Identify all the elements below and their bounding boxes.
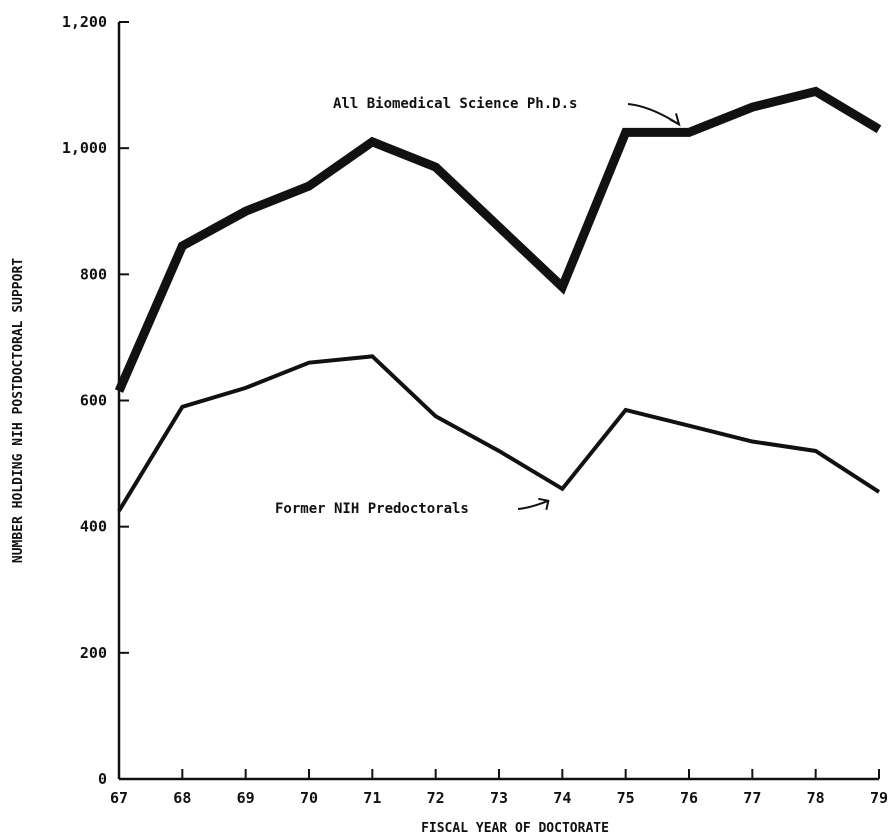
x-tick-label: 79 — [870, 789, 888, 807]
x-tick-label: 72 — [427, 789, 445, 807]
y-axis-ticks: 0 200 400 600 800 1,000 1,200 — [62, 13, 129, 788]
x-axis-label: FISCAL YEAR OF DOCTORATE — [421, 821, 609, 836]
y-tick-label: 600 — [80, 392, 107, 410]
annotation-all-biomedical: All Biomedical Science Ph.D.s — [333, 96, 577, 112]
x-tick-label: 77 — [743, 789, 761, 807]
axes — [117, 22, 879, 781]
x-tick-label: 75 — [617, 789, 635, 807]
x-axis-ticks: 67 68 69 70 71 72 73 74 75 76 77 78 79 — [110, 769, 888, 807]
x-tick-label: 67 — [110, 789, 128, 807]
annotation-former-nih: Former NIH Predoctorals — [275, 501, 469, 517]
x-tick-label: 68 — [173, 789, 191, 807]
y-axis-label: NUMBER HOLDING NIH POSTDOCTORAL SUPPORT — [11, 258, 26, 563]
y-tick-label: 1,200 — [62, 13, 107, 31]
series-line-1 — [117, 354, 881, 512]
y-tick-label: 0 — [98, 770, 107, 788]
x-tick-label: 74 — [553, 789, 571, 807]
y-tick-label: 400 — [80, 518, 107, 536]
annotation-arrow-former-nih — [517, 497, 550, 511]
x-tick-label: 70 — [300, 789, 318, 807]
x-tick-label: 69 — [237, 789, 255, 807]
x-tick-label: 76 — [680, 789, 698, 807]
series-line-0 — [114, 86, 882, 393]
x-tick-label: 78 — [807, 789, 825, 807]
annotation-arrow-all-biomedical — [627, 103, 681, 127]
x-tick-label: 73 — [490, 789, 508, 807]
y-tick-label: 200 — [80, 644, 107, 662]
x-tick-label: 71 — [363, 789, 381, 807]
y-tick-label: 800 — [80, 265, 107, 283]
y-tick-label: 1,000 — [62, 139, 107, 157]
series-layer — [114, 86, 882, 512]
